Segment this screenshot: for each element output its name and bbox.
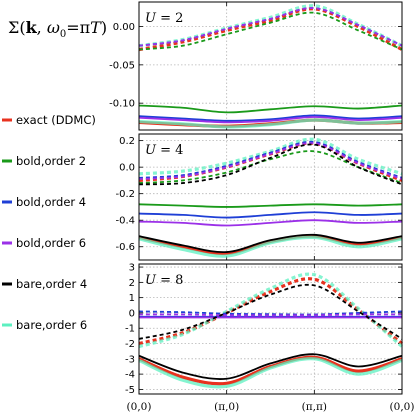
panel-label: U = 8: [145, 273, 183, 288]
series-bold6-real: [138, 142, 403, 180]
x-tick-labels: (0,0) (π,0) (π,π) (0,0): [127, 401, 415, 413]
x-tick-label: (0,0): [127, 401, 152, 413]
x-tick-label: (π,π): [302, 401, 327, 413]
panel-label-eq: = 2: [156, 11, 183, 26]
legend-item: bold,order 4: [2, 195, 86, 209]
y-tick-label: -0.4: [115, 216, 135, 227]
panel-label-var: U: [145, 273, 157, 288]
legend-item: bare,order 4: [2, 277, 87, 291]
title-omega-sub: 0: [60, 29, 66, 40]
y-tick-label: 0.0: [119, 163, 135, 174]
title-eq: =π: [66, 18, 90, 37]
series-bare6-imag: [138, 235, 403, 258]
series-bare4-imag: [138, 233, 403, 254]
title-sigma: Σ: [8, 18, 19, 37]
series-exact-real: [138, 277, 403, 346]
panel-label-eq: = 4: [156, 143, 183, 158]
panel-label: U = 2: [145, 11, 183, 26]
y-tick-label: 0.2: [119, 136, 135, 147]
series-exact-real: [138, 7, 403, 52]
series-bare4-real: [138, 143, 403, 186]
y-tick-label: 3: [129, 263, 135, 274]
panel-label-eq: = 8: [156, 273, 183, 288]
title-open: (: [19, 18, 25, 37]
series-bold6-real: [138, 7, 403, 47]
series-bold4-imag: [138, 114, 403, 122]
series-bold6-imag: [138, 116, 403, 124]
y-tick-label: -0.10: [109, 99, 135, 110]
y-tick-label: -0.05: [109, 60, 135, 71]
legend-item: bold,order 6: [2, 236, 86, 250]
panel-frame: [138, 263, 403, 395]
series-bold4-real: [138, 140, 403, 179]
panel-frame: [138, 133, 403, 261]
figure-title: Σ(k, ω0=πT): [8, 18, 107, 40]
series-bold2-real: [138, 11, 403, 51]
y-tick-label: 1: [129, 293, 135, 304]
series-bold6-imag: [138, 219, 403, 227]
series-bold6-real: [138, 313, 403, 317]
series-bold2-imag: [138, 104, 403, 114]
series-bold2-imag: [138, 203, 403, 208]
title-T: T: [90, 18, 102, 37]
title-k: k: [26, 18, 38, 37]
y-tick-label: 0.00: [113, 22, 135, 33]
legend-label: bold,order 6: [16, 236, 86, 250]
panel-label-var: U: [145, 11, 157, 26]
legend-label: exact (DDMC): [16, 113, 96, 127]
panels: 0.00 -0.05 -0.10 U = 2 0.2 0.0 -0.2 -0.4 -0.6 U =…: [109, 1, 404, 396]
legend-item: exact (DDMC): [2, 113, 96, 127]
legend-label: bold,order 2: [16, 154, 86, 168]
panel-label-var: U: [145, 143, 157, 158]
title-sep: ,: [37, 18, 47, 37]
panel-1: 0.00 -0.05 -0.10 U = 2: [109, 1, 403, 131]
title-close: ): [101, 18, 107, 37]
series-bold4-imag: [138, 211, 403, 219]
y-tick-label: -0.6: [115, 242, 135, 253]
legend-item: bold,order 2: [2, 154, 86, 168]
y-tick-label: -5: [125, 385, 135, 396]
series-bare4-imag: [138, 353, 403, 380]
series-bare6-real: [138, 137, 403, 176]
y-tick-label: 0: [129, 308, 135, 319]
y-tick-label: 2: [129, 278, 135, 289]
series-bare6-real: [138, 272, 404, 349]
series-bare6-imag: [138, 357, 403, 389]
x-tick-label: (0,0): [390, 401, 415, 413]
x-tick-label: (π,0): [214, 401, 239, 413]
y-tick-label: -1: [125, 324, 135, 335]
panel-label: U = 4: [145, 143, 183, 158]
panel-2: 0.2 0.0 -0.2 -0.4 -0.6 U = 4: [115, 133, 403, 261]
legend-label: bare,order 6: [16, 318, 87, 332]
legend-item: bare,order 6: [2, 318, 87, 332]
panel-frame: [138, 1, 403, 131]
legend-label: bare,order 4: [16, 277, 87, 291]
y-tick-label: -3: [125, 354, 135, 365]
series-bare4-real: [138, 283, 403, 340]
series-bold4-real: [138, 310, 403, 316]
y-tick-label: -2: [125, 339, 135, 350]
title-omega: ω: [47, 18, 60, 37]
y-tick-label: -4: [125, 370, 135, 381]
panel-3: 3 2 1 0 -1 -2 -3 -4 -5 U = 8: [125, 263, 404, 396]
y-tick-label: -0.2: [115, 189, 135, 200]
series-bare6-imag: [138, 118, 403, 129]
legend: exact (DDMC) bold,order 2 bold,order 4 bold…: [2, 113, 96, 332]
legend-label: bold,order 4: [16, 195, 86, 209]
